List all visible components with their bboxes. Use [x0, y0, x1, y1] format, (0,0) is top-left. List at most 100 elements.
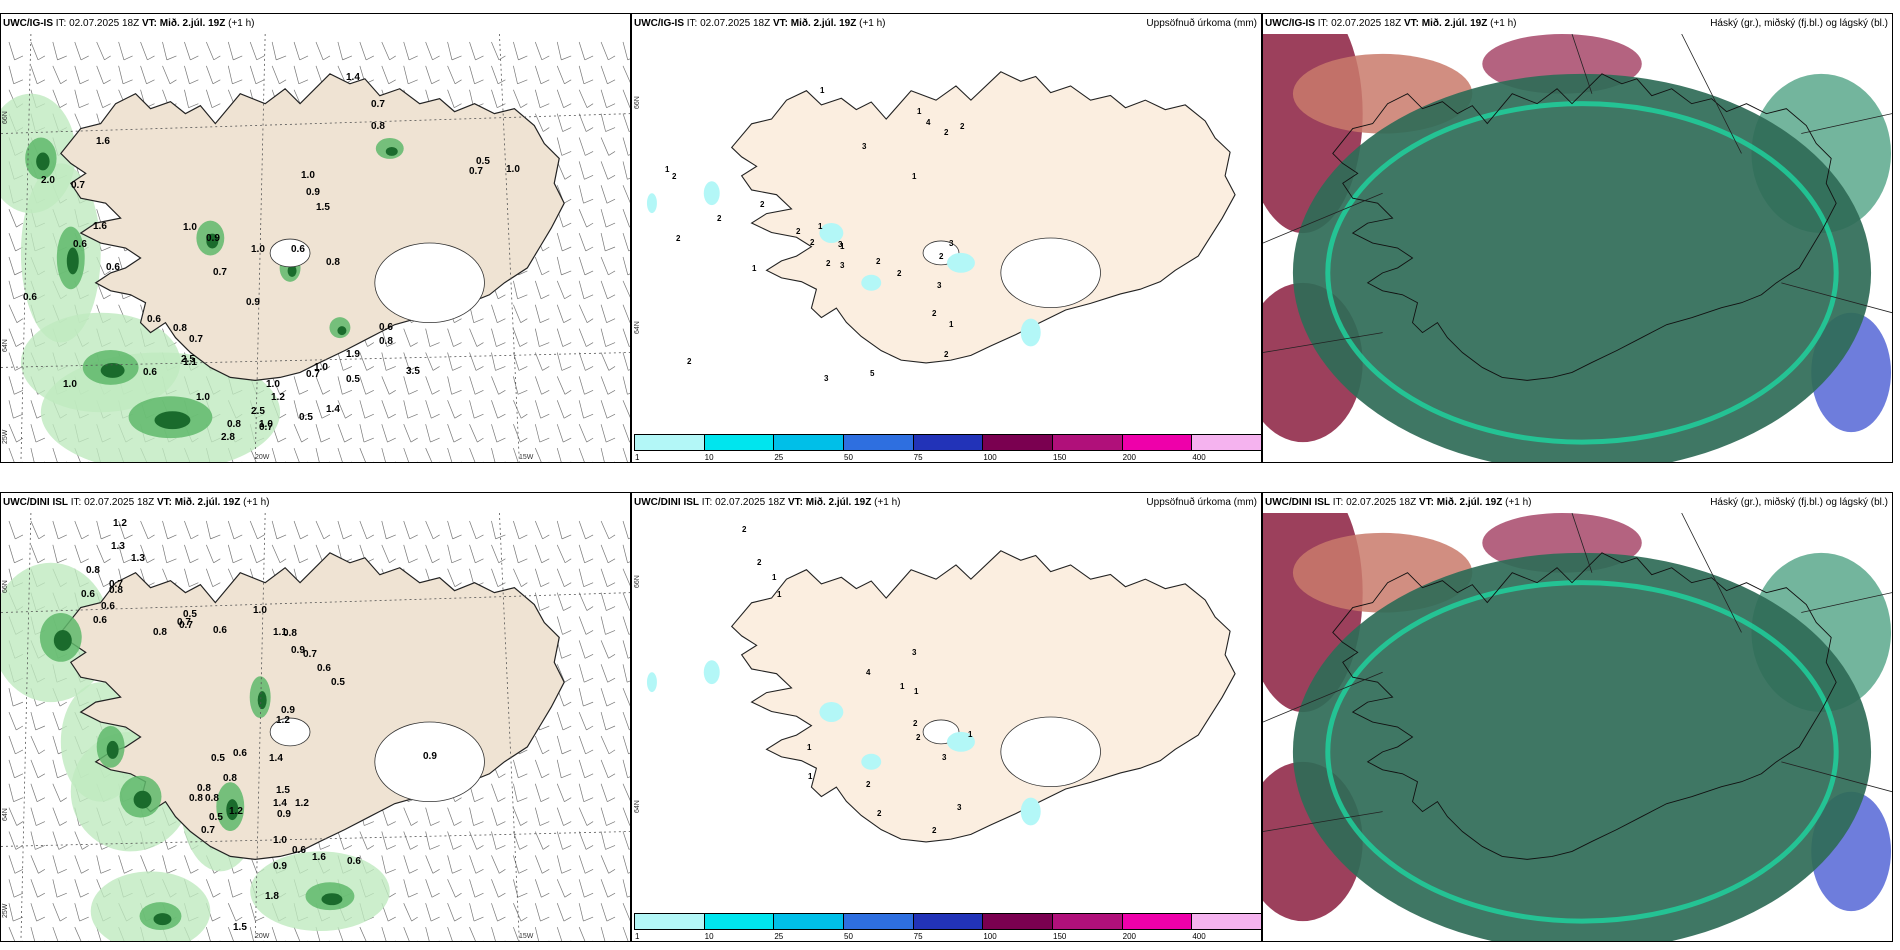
- precip-area: [819, 702, 844, 722]
- colorbar-swatch: [982, 434, 1053, 451]
- value-label: 0.8: [197, 783, 211, 794]
- value-label: 0.8: [205, 793, 219, 804]
- wind-map[interactable]: [1, 34, 630, 462]
- value-label: 1.0: [506, 164, 520, 175]
- precip-area: [703, 660, 720, 685]
- lon-label-20w: 20W: [255, 933, 270, 940]
- value-label: 0.8: [223, 773, 237, 784]
- value-label: 0.7: [179, 620, 193, 631]
- value-label: 0.8: [379, 336, 393, 347]
- value-label: 1.2: [229, 806, 243, 817]
- lon-label-15w: 15W: [519, 933, 534, 940]
- value-label: 0.6: [81, 589, 95, 600]
- value-label: 1.1: [273, 627, 287, 638]
- cloud-map[interactable]: [1263, 34, 1892, 462]
- value-label: 0.9: [306, 187, 320, 198]
- value-label: 1.4: [273, 798, 287, 809]
- value-label: 1.0: [251, 244, 265, 255]
- colorbar-swatch: [1052, 913, 1123, 930]
- value-label: 0.6: [291, 244, 305, 255]
- value-label: 0.7: [177, 617, 191, 628]
- value-label: 3: [912, 648, 917, 657]
- colorbar-swatch: [1121, 913, 1193, 930]
- panel-subtitle: Uppsöfnuð úrkoma (mm): [1146, 497, 1257, 508]
- colorbar-swatch: [912, 913, 984, 930]
- value-label: 1.3: [131, 553, 145, 564]
- wind-map[interactable]: [1, 513, 630, 941]
- lat-label-64n: 64N: [634, 321, 641, 334]
- colorbar-tick-label: 150: [1053, 932, 1067, 941]
- panel-title: UWC/IG-IS IT: 02.07.2025 18Z VT: Mið. 2.…: [3, 18, 255, 29]
- colorbar: 1 10 25 50 75 100 150 200 400: [634, 913, 1261, 941]
- glacier: [1000, 716, 1101, 788]
- colorbar-tick-label: 50: [844, 453, 853, 462]
- value-label: 1.2: [295, 798, 309, 809]
- value-label: 1.0: [196, 392, 210, 403]
- value-label: 0.6: [347, 856, 361, 867]
- value-label: 4: [866, 668, 871, 677]
- value-label: 0.5: [211, 753, 225, 764]
- value-label: 2: [826, 259, 831, 268]
- value-label: 1.5: [276, 785, 290, 796]
- value-label: 1.5: [316, 202, 330, 213]
- value-label: 0.6: [379, 322, 393, 333]
- value-label: 2: [687, 357, 692, 366]
- colorbar-tick-label: 75: [913, 453, 923, 462]
- colorbar-tick-label: 1: [635, 453, 640, 462]
- panel-cloud-dini: UWC/DINI ISL IT: 02.07.2025 18Z VT: Mið.…: [1262, 492, 1893, 942]
- cloud-area: [1292, 552, 1871, 941]
- value-label: 2: [960, 122, 965, 131]
- lon-label-25w: 25W: [2, 903, 9, 918]
- value-label: 0.7: [259, 422, 273, 433]
- colorbar: 1 10 25 50 75 100 150 200 400: [634, 434, 1261, 462]
- value-label: 1.5: [233, 922, 247, 933]
- value-label: 0.6: [93, 615, 107, 626]
- precip-map[interactable]: [632, 34, 1261, 432]
- value-label: 3: [957, 803, 962, 812]
- colorbar-swatch: [773, 913, 844, 930]
- precip-map[interactable]: [632, 513, 1261, 911]
- value-label: 1.4: [346, 72, 360, 83]
- panel-title: UWC/DINI ISL IT: 02.07.2025 18Z VT: Mið.…: [1265, 497, 1532, 508]
- value-label: 0.5: [299, 412, 313, 423]
- value-label: 1.0: [273, 835, 287, 846]
- lat-label-64n: 64N: [2, 808, 9, 821]
- colorbar-tick-label: 1: [635, 932, 640, 941]
- lon-label-15w: 15W: [519, 454, 534, 461]
- value-label: 0.5: [476, 156, 490, 167]
- value-label: 1.6: [93, 221, 107, 232]
- colorbar-tick-label: 200: [1122, 932, 1137, 941]
- value-label: 3: [937, 281, 942, 290]
- cloud-edge: [1325, 101, 1839, 445]
- precip-area: [703, 181, 720, 206]
- colorbar-tick-label: 150: [1053, 453, 1067, 462]
- precip-area: [1020, 318, 1041, 347]
- value-label: 0.7: [201, 825, 215, 836]
- precip-area: [819, 223, 844, 243]
- value-label: 0.8: [283, 628, 297, 639]
- value-label: 2: [866, 780, 871, 789]
- value-label: 1.4: [326, 404, 340, 415]
- value-label: 5: [870, 369, 875, 378]
- value-label: 1: [820, 86, 825, 95]
- value-label: 1.3: [111, 541, 125, 552]
- value-label: 0.6: [23, 292, 37, 303]
- value-label: 0.5: [183, 609, 197, 620]
- colorbar-tick-label: 75: [913, 932, 923, 941]
- colorbar-tick-label: 10: [704, 453, 714, 462]
- iceland-landmass: [730, 550, 1236, 843]
- value-label: 0.6: [106, 262, 120, 273]
- value-label: 0.9: [281, 705, 295, 716]
- panel-subtitle: Háský (gr.), miðský (fj.bl.) og lágský (…: [1710, 497, 1888, 508]
- value-label: 1.2: [113, 518, 127, 529]
- value-label: 2: [760, 200, 765, 209]
- cloud-map[interactable]: [1263, 513, 1892, 941]
- cloud-area: [1292, 73, 1871, 462]
- value-label: 0.8: [86, 565, 100, 576]
- colorbar-swatch: [703, 913, 775, 930]
- value-label: 2: [796, 227, 801, 236]
- value-label: 0.8: [153, 627, 167, 638]
- value-label: 2: [939, 252, 944, 261]
- value-label: 0.6: [233, 748, 247, 759]
- colorbar-tick-label: 100: [983, 932, 997, 941]
